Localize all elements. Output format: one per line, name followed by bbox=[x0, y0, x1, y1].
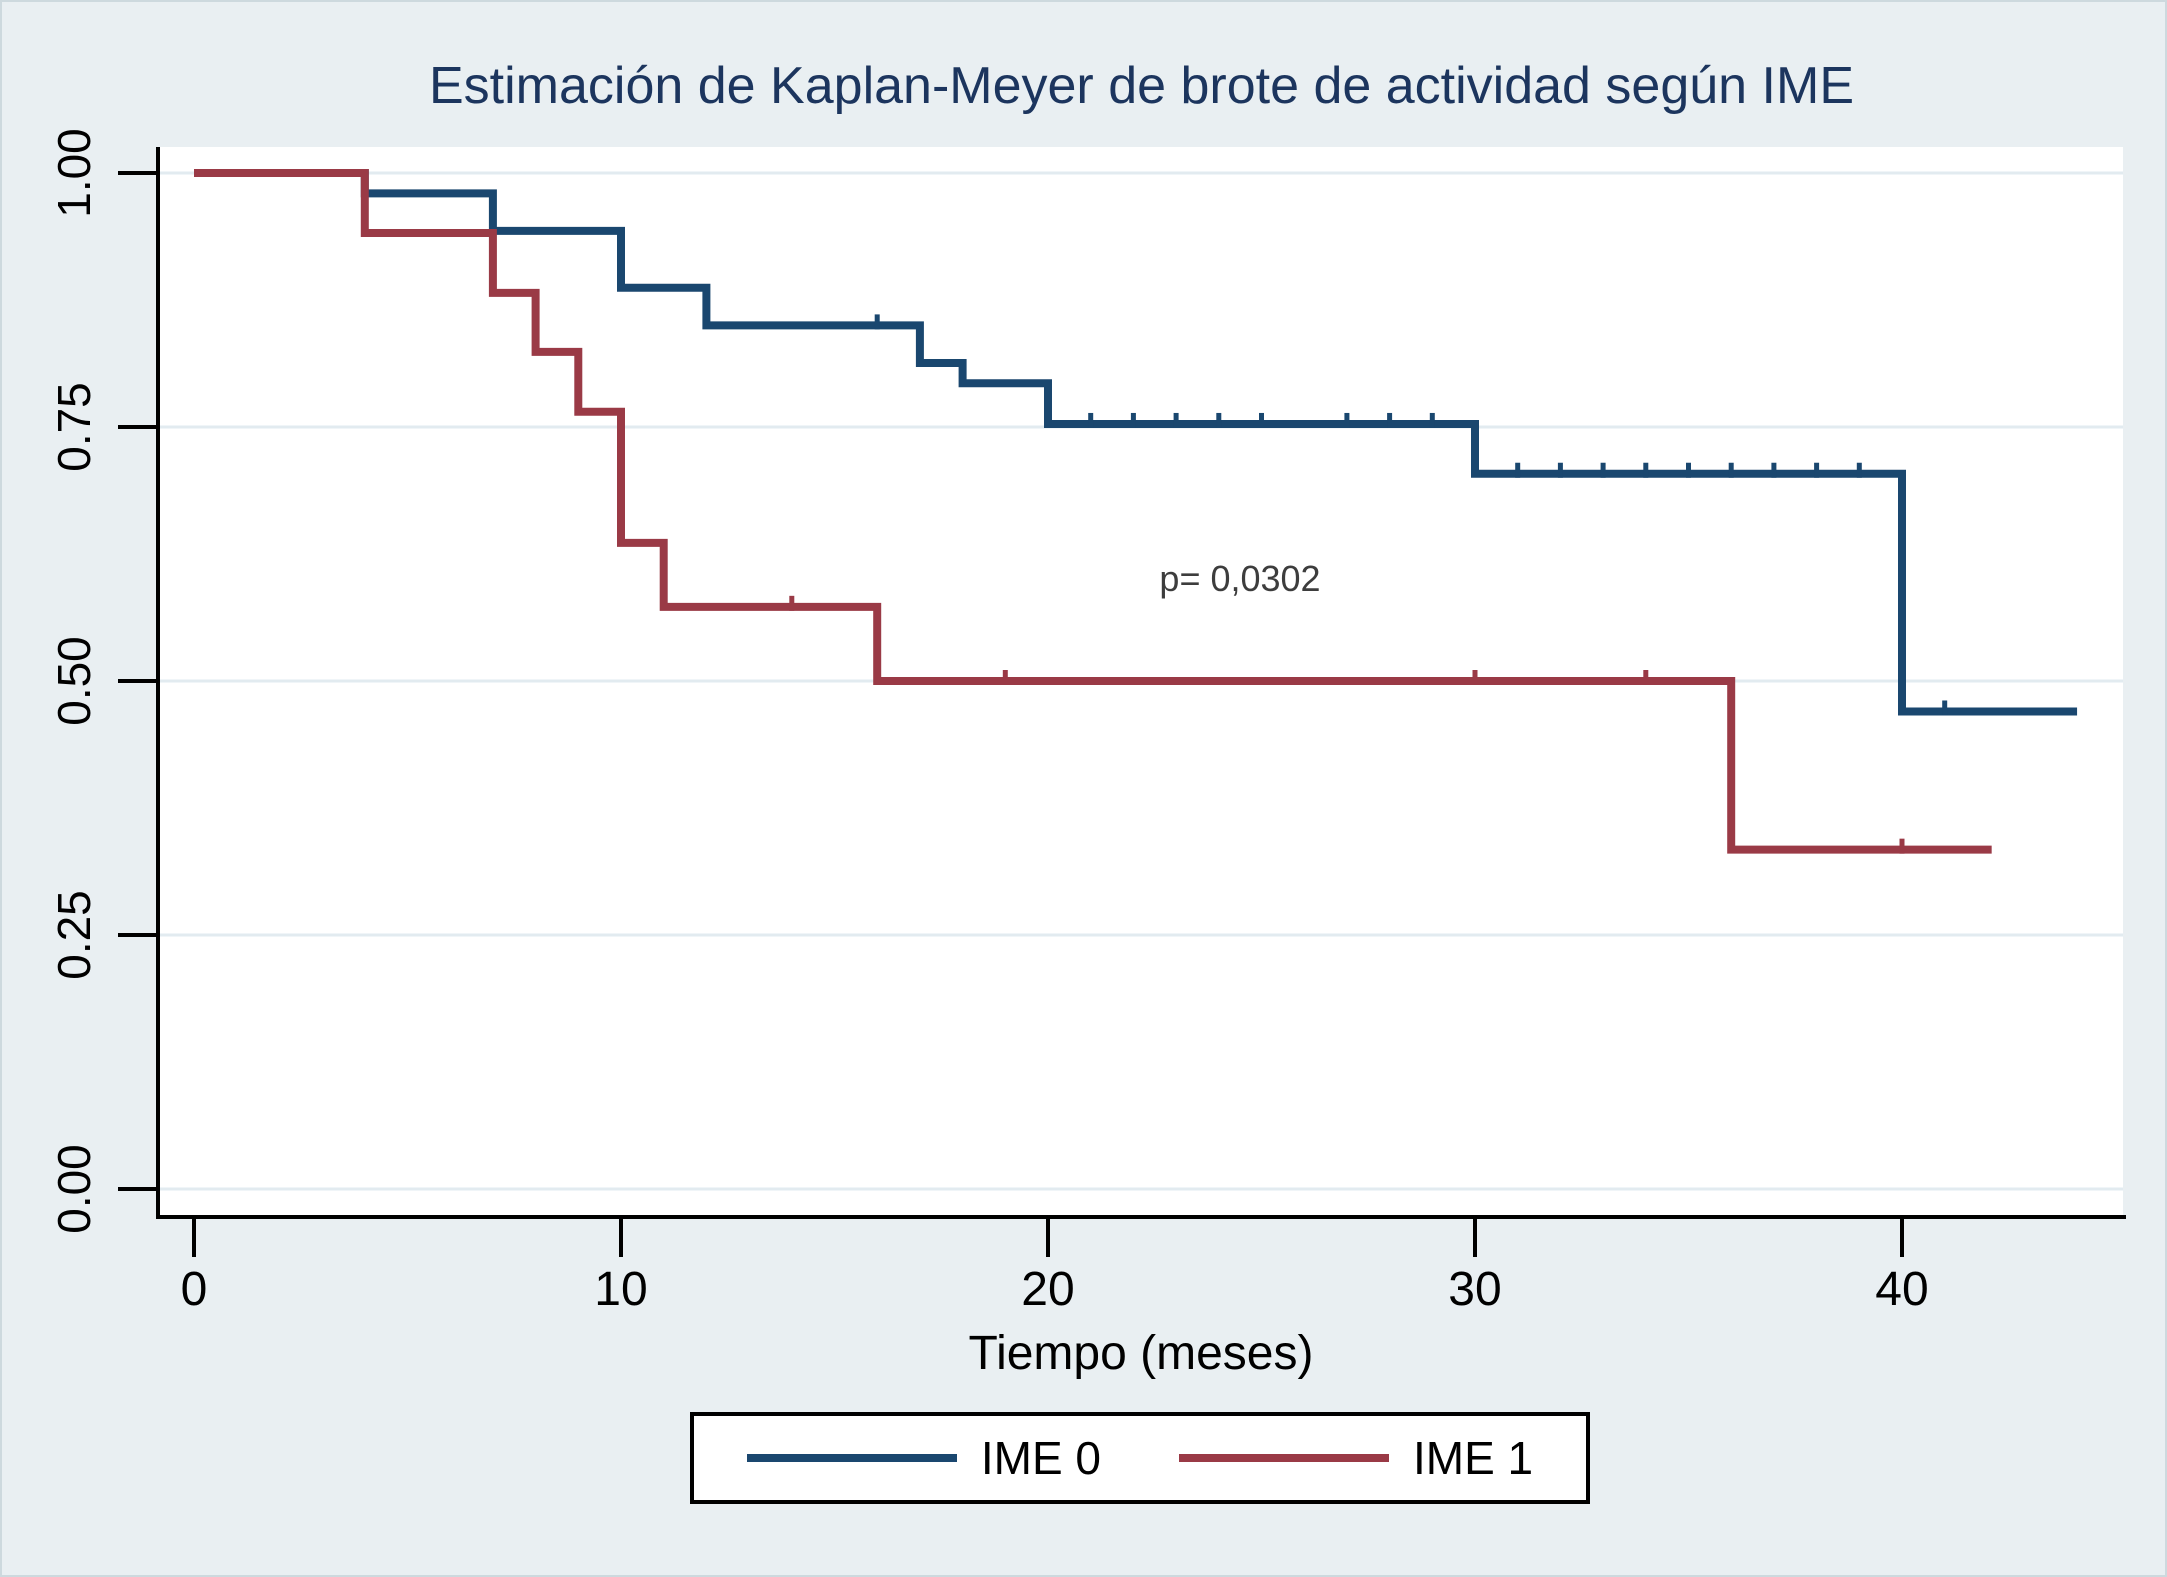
y-tick-label: 1.00 bbox=[48, 128, 100, 218]
y-tick bbox=[118, 1187, 158, 1191]
y-tick-label: 0.75 bbox=[48, 382, 100, 472]
survival-curve-ime0 bbox=[194, 169, 2078, 716]
survival-curves-canvas bbox=[160, 169, 2123, 1191]
x-tick bbox=[1473, 1219, 1477, 1257]
p-value-annotation: p= 0,0302 bbox=[1159, 558, 1321, 599]
y-tick bbox=[118, 425, 158, 429]
x-tick bbox=[192, 1219, 196, 1257]
legend-label-ime0: IME 0 bbox=[980, 1432, 1101, 1484]
y-tick bbox=[118, 679, 158, 683]
y-tick-label: 0.25 bbox=[48, 890, 100, 980]
legend-box: IME 0 IME 1 bbox=[690, 1412, 1590, 1504]
y-tick bbox=[118, 171, 158, 175]
legend-item-ime1: IME 1 bbox=[1179, 1431, 1533, 1485]
chart-title: Estimación de Kaplan-Meyer de brote de a… bbox=[429, 57, 1854, 115]
survival-curve-ime1 bbox=[194, 169, 1992, 854]
x-tick-label: 10 bbox=[594, 1263, 648, 1316]
legend-label-ime1: IME 1 bbox=[1413, 1432, 1534, 1484]
y-axis-line bbox=[156, 147, 160, 1219]
x-tick-label: 30 bbox=[1448, 1263, 1502, 1316]
x-tick-label: 40 bbox=[1875, 1263, 1929, 1316]
x-axis-line bbox=[156, 1215, 2126, 1219]
x-tick-label: 0 bbox=[180, 1263, 208, 1316]
legend-item-ime0: IME 0 bbox=[746, 1431, 1101, 1485]
y-tick-label: 0.00 bbox=[48, 1144, 100, 1234]
x-axis-title: Tiempo (meses) bbox=[968, 1327, 1314, 1380]
x-tick bbox=[1900, 1219, 1904, 1257]
y-tick bbox=[118, 933, 158, 937]
x-tick-label: 20 bbox=[1021, 1263, 1075, 1316]
legend-line-sample-ime0 bbox=[746, 1454, 957, 1462]
x-tick bbox=[1046, 1219, 1050, 1257]
x-tick bbox=[619, 1219, 623, 1257]
legend-line-sample-ime1 bbox=[1179, 1454, 1389, 1462]
y-tick-label: 0.50 bbox=[48, 636, 100, 726]
